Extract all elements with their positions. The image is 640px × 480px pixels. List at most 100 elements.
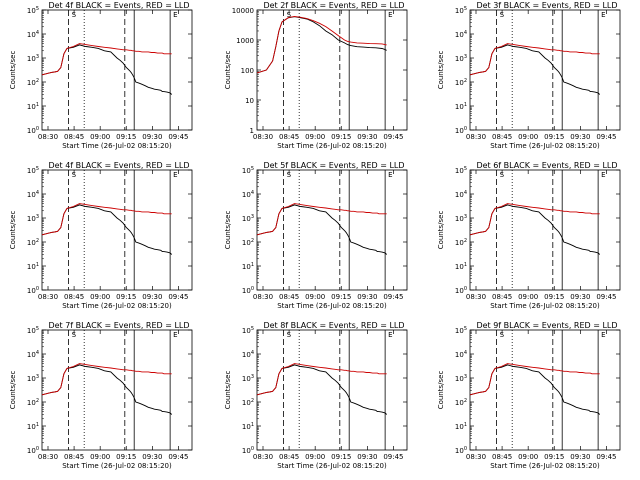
x-axis-label: Start Time (26-Jul-02 08:15:20) [62, 302, 172, 310]
plot-frame [256, 169, 408, 291]
y-tick-label: 103 [455, 54, 467, 63]
y-axis-label: Counts/sec [437, 51, 445, 90]
x-tick-label: 09:30 [357, 133, 377, 141]
x-tick-label: 09:30 [142, 293, 162, 301]
x-tick-label: 09:45 [383, 293, 403, 301]
y-tick-label: 10 [245, 97, 254, 105]
y-tick-label: 101 [455, 422, 467, 431]
y-tick-label: 100 [27, 126, 39, 135]
y-tick-label: 100 [455, 446, 467, 455]
chart-title: Det 2f BLACK = Events, RED = LLD [263, 1, 404, 10]
x-tick-label: 09:30 [570, 133, 590, 141]
y-tick-label: 102 [455, 78, 467, 87]
y-tick-label: 103 [27, 54, 39, 63]
y-tick-label: 105 [27, 6, 39, 15]
y-tick-label: 102 [455, 238, 467, 247]
y-tick-label: 101 [242, 422, 254, 431]
end-marker-label: E [601, 331, 605, 339]
x-tick-label: 09:00 [90, 133, 110, 141]
x-axis-label: Start Time (26-Jul-02 08:15:20) [62, 462, 172, 470]
x-tick-label: 09:30 [570, 453, 590, 461]
x-tick-label: 09:00 [518, 293, 538, 301]
plot-frame [256, 329, 408, 451]
x-tick-label: 09:00 [305, 453, 325, 461]
x-tick-label: 09:30 [357, 453, 377, 461]
x-tick-label: 09:45 [596, 133, 616, 141]
x-tick-label: 09:15 [544, 293, 564, 301]
series-line-lld [41, 43, 172, 76]
series-line-lld [41, 203, 172, 236]
x-tick-label: 08:30 [253, 133, 273, 141]
series-line-lld [469, 43, 600, 76]
y-tick-label: 104 [455, 30, 467, 39]
end-marker-label: E [388, 171, 392, 179]
x-tick-label: 08:30 [466, 133, 486, 141]
y-tick-label: 104 [27, 30, 39, 39]
x-tick-label: 08:30 [253, 453, 273, 461]
x-axis-label: Start Time (26-Jul-02 08:15:20) [490, 302, 600, 310]
x-tick-label: 09:45 [596, 453, 616, 461]
y-tick-label: 103 [455, 374, 467, 383]
x-axis-label: Start Time (26-Jul-02 08:15:20) [490, 462, 600, 470]
x-tick-label: 09:30 [142, 133, 162, 141]
y-tick-label: 102 [455, 398, 467, 407]
series-line-lld [469, 363, 600, 396]
y-tick-label: 105 [455, 6, 467, 15]
x-tick-label: 09:45 [168, 133, 188, 141]
end-marker-label: E [173, 171, 177, 179]
x-tick-label: 09:00 [90, 453, 110, 461]
start-marker-label: S [287, 171, 292, 179]
x-tick-label: 08:45 [279, 133, 299, 141]
x-axis-label: Start Time (26-Jul-02 08:15:20) [277, 302, 387, 310]
y-axis-label: Counts/sec [9, 51, 17, 90]
x-tick-label: 08:45 [64, 453, 84, 461]
end-marker-label: E [173, 331, 177, 339]
chart-panel-2: Det 2f BLACK = Events, RED = LLD 1 10 100 10… [224, 1, 408, 150]
chart-panel-5: Det 5f BLACK = Events, RED = LLD 100 101 10… [224, 161, 408, 310]
start-marker-label: S [287, 11, 292, 19]
x-tick-label: 09:00 [518, 453, 538, 461]
y-axis-label: Counts/sec [9, 371, 17, 410]
y-tick-label: 104 [455, 190, 467, 199]
y-tick-label: 100 [27, 446, 39, 455]
x-tick-label: 08:30 [466, 453, 486, 461]
chart-title: Det 5f BLACK = Events, RED = LLD [263, 161, 404, 170]
chart-title: Det 7f BLACK = Events, RED = LLD [48, 321, 189, 330]
y-tick-label: 104 [242, 350, 254, 359]
y-axis-label: Counts/sec [437, 211, 445, 250]
end-marker-label: E [173, 11, 177, 19]
y-tick-label: 101 [27, 102, 39, 111]
y-tick-label: 103 [242, 214, 254, 223]
y-tick-label: 103 [242, 374, 254, 383]
x-tick-label: 09:15 [331, 133, 351, 141]
y-tick-label: 100 [242, 286, 254, 295]
end-marker-label: E [388, 11, 392, 19]
chart-panel-4: Det 4f BLACK = Events, RED = LLD 100 101 10… [9, 161, 193, 310]
y-axis-label: Counts/sec [224, 371, 232, 410]
chart-title: Det 8f BLACK = Events, RED = LLD [263, 321, 404, 330]
start-marker-label: S [287, 331, 292, 339]
x-tick-label: 08:30 [38, 133, 58, 141]
x-tick-label: 09:15 [116, 293, 136, 301]
y-tick-label: 104 [242, 190, 254, 199]
plot-frame [469, 9, 621, 131]
x-tick-label: 08:45 [492, 133, 512, 141]
x-tick-label: 09:15 [544, 453, 564, 461]
x-tick-label: 09:15 [544, 133, 564, 141]
chart-title: Det 4f BLACK = Events, RED = LLD [48, 161, 189, 170]
end-marker-label: E [388, 331, 392, 339]
chart-panel-6: Det 6f BLACK = Events, RED = LLD 100 101 10… [437, 161, 621, 310]
y-tick-label: 104 [27, 350, 39, 359]
series-line-lld [469, 203, 600, 236]
x-tick-label: 09:45 [168, 453, 188, 461]
y-tick-label: 101 [27, 422, 39, 431]
y-axis-label: Counts/sec [224, 51, 232, 90]
x-tick-label: 08:45 [279, 453, 299, 461]
end-marker-label: E [601, 171, 605, 179]
x-tick-label: 09:00 [305, 293, 325, 301]
chart-panel-9: Det 9f BLACK = Events, RED = LLD 100 101 10… [437, 321, 621, 470]
y-tick-label: 103 [27, 214, 39, 223]
x-tick-label: 09:30 [142, 453, 162, 461]
chart-panel-1: Det 4f BLACK = Events, RED = LLD 100 101 10… [9, 1, 193, 150]
